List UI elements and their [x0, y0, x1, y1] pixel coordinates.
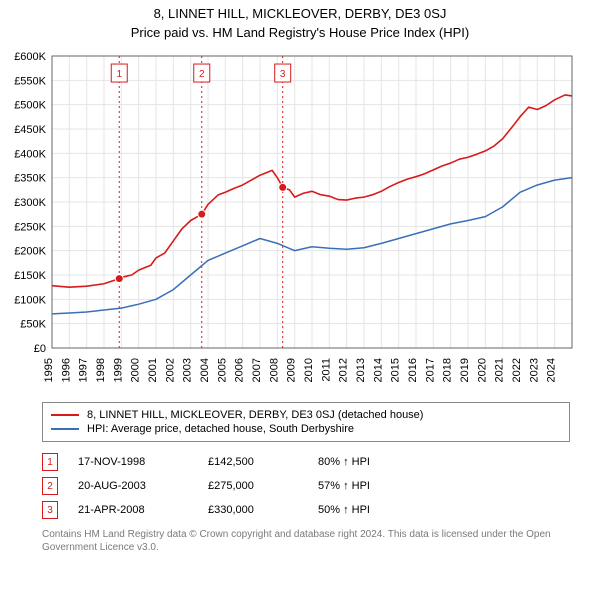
attribution-text: Contains HM Land Registry data © Crown c…	[42, 528, 570, 554]
line-chart-svg: £0 £50K £100K £150K £200K £250K £300K £350K £400…	[0, 46, 600, 396]
sale-price: £330,000	[208, 504, 318, 516]
svg-text:2014: 2014	[372, 358, 384, 382]
svg-text:£150K: £150K	[14, 270, 46, 282]
svg-text:2: 2	[199, 69, 205, 80]
svg-text:2004: 2004	[199, 358, 211, 382]
svg-text:1998: 1998	[95, 358, 107, 382]
chart-title: 8, LINNET HILL, MICKLEOVER, DERBY, DE3 0…	[0, 6, 600, 21]
svg-text:1995: 1995	[43, 358, 55, 382]
svg-text:2006: 2006	[234, 358, 246, 382]
svg-text:2007: 2007	[251, 358, 263, 382]
chart-container: 8, LINNET HILL, MICKLEOVER, DERBY, DE3 0…	[0, 0, 600, 590]
chart-subtitle: Price paid vs. HM Land Registry's House …	[0, 25, 600, 40]
svg-text:2023: 2023	[528, 358, 540, 382]
svg-text:£50K: £50K	[20, 319, 46, 331]
sale-row: 3 21-APR-2008£330,00050% ↑ HPI	[42, 498, 570, 522]
svg-text:£500K: £500K	[14, 100, 46, 112]
svg-text:2022: 2022	[511, 358, 523, 382]
sale-row: 2 20-AUG-2003£275,00057% ↑ HPI	[42, 474, 570, 498]
svg-text:£350K: £350K	[14, 173, 46, 185]
svg-text:2003: 2003	[182, 358, 194, 382]
sale-badge: 2	[42, 477, 58, 495]
legend-label: HPI: Average price, detached house, Sout…	[87, 423, 354, 435]
legend: 8, LINNET HILL, MICKLEOVER, DERBY, DE3 0…	[42, 402, 570, 442]
svg-text:2021: 2021	[494, 358, 506, 382]
sale-pct: 80% ↑ HPI	[318, 456, 408, 468]
sale-badge: 1	[42, 453, 58, 471]
sale-badge: 3	[42, 501, 58, 519]
sale-date: 17-NOV-1998	[78, 456, 208, 468]
svg-text:£450K: £450K	[14, 124, 46, 136]
sale-price: £275,000	[208, 480, 318, 492]
svg-text:1: 1	[116, 69, 122, 80]
svg-text:£550K: £550K	[14, 75, 46, 87]
svg-text:£600K: £600K	[14, 51, 46, 63]
svg-text:2020: 2020	[476, 358, 488, 382]
svg-text:2010: 2010	[303, 358, 315, 382]
legend-swatch	[51, 428, 79, 430]
legend-item: HPI: Average price, detached house, Sout…	[51, 423, 561, 435]
sale-date: 20-AUG-2003	[78, 480, 208, 492]
svg-text:£300K: £300K	[14, 197, 46, 209]
svg-text:£200K: £200K	[14, 246, 46, 258]
sale-date: 21-APR-2008	[78, 504, 208, 516]
sale-pct: 57% ↑ HPI	[318, 480, 408, 492]
svg-text:£400K: £400K	[14, 148, 46, 160]
svg-text:2013: 2013	[355, 358, 367, 382]
svg-text:2000: 2000	[130, 358, 142, 382]
svg-text:2001: 2001	[147, 358, 159, 382]
svg-text:2024: 2024	[546, 358, 558, 382]
sale-row: 1 17-NOV-1998£142,50080% ↑ HPI	[42, 450, 570, 474]
sales-table: 1 17-NOV-1998£142,50080% ↑ HPI 2 20-AUG-200…	[42, 450, 570, 522]
legend-swatch	[51, 414, 79, 416]
svg-text:2011: 2011	[320, 358, 332, 382]
svg-text:£100K: £100K	[14, 294, 46, 306]
svg-text:2012: 2012	[338, 358, 350, 382]
svg-text:3: 3	[280, 69, 286, 80]
svg-text:2017: 2017	[424, 358, 436, 382]
legend-label: 8, LINNET HILL, MICKLEOVER, DERBY, DE3 0…	[87, 409, 423, 421]
svg-text:1999: 1999	[112, 358, 124, 382]
svg-text:2019: 2019	[459, 358, 471, 382]
sale-price: £142,500	[208, 456, 318, 468]
sale-pct: 50% ↑ HPI	[318, 504, 408, 516]
svg-text:2009: 2009	[286, 358, 298, 382]
svg-text:2008: 2008	[268, 358, 280, 382]
svg-text:2016: 2016	[407, 358, 419, 382]
chart-plot-area: £0 £50K £100K £150K £200K £250K £300K £350K £400…	[0, 46, 600, 396]
legend-item: 8, LINNET HILL, MICKLEOVER, DERBY, DE3 0…	[51, 409, 561, 421]
svg-text:2018: 2018	[442, 358, 454, 382]
svg-text:1996: 1996	[60, 358, 72, 382]
svg-text:£250K: £250K	[14, 221, 46, 233]
svg-text:2002: 2002	[164, 358, 176, 382]
svg-text:1997: 1997	[78, 358, 90, 382]
svg-text:2005: 2005	[216, 358, 228, 382]
svg-text:£0: £0	[34, 343, 46, 355]
svg-text:2015: 2015	[390, 358, 402, 382]
